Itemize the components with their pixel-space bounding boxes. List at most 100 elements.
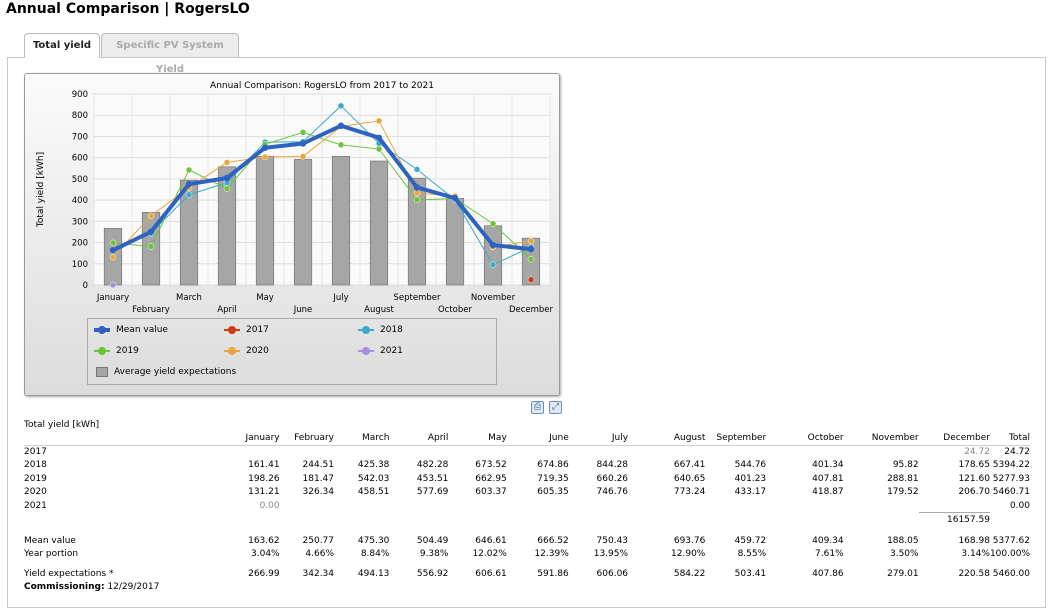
data-point <box>185 180 193 188</box>
row-label: Year portion <box>24 549 79 560</box>
table-cell: 458.51 <box>357 487 390 498</box>
x-tick-label: March <box>176 293 202 303</box>
table-cell: 494.13 <box>357 568 390 579</box>
row-label: 2017 <box>24 447 47 457</box>
series-line <box>112 105 532 266</box>
table-cell <box>280 499 334 513</box>
table-cell <box>766 499 843 513</box>
y-tick-label: 100 <box>72 260 88 270</box>
table-row: 2021 0.00 0.00 <box>24 499 1030 513</box>
data-point <box>337 141 345 149</box>
table-row: 2019 198.26 181.47 542.03 453.51 662.95 719.35… <box>24 472 1030 486</box>
data-point <box>147 212 155 219</box>
table-cell <box>628 445 705 459</box>
grand-total: 16157.59 <box>918 512 990 526</box>
table-cell <box>844 499 919 513</box>
data-point <box>375 145 383 153</box>
table-cell <box>628 499 705 513</box>
table-cell: 666.52 <box>537 535 569 546</box>
column-header: January <box>113 431 280 446</box>
tab-total-yield[interactable]: Total yield <box>24 33 100 58</box>
x-tick-label: February <box>132 305 170 315</box>
legend-mean-value[interactable]: Mean value <box>94 324 168 336</box>
commissioning-date: 12/29/2017 <box>107 582 160 592</box>
table-cell: 591.86 <box>537 568 569 579</box>
table-cell: 161.41 <box>248 460 280 471</box>
column-header: December <box>918 431 990 446</box>
column-header: August <box>628 431 706 446</box>
data-point <box>375 117 383 125</box>
table-cell: 5277.93 <box>992 473 1030 484</box>
table-cell: 5377.62 <box>992 535 1030 546</box>
table-cell: 181.47 <box>302 473 335 484</box>
y-tick-label: 600 <box>72 154 88 164</box>
table-cell: 206.70 <box>958 487 990 498</box>
row-label: Yield expectations * <box>24 568 114 579</box>
x-tick-label: August <box>364 305 394 315</box>
column-header: June <box>506 431 569 446</box>
data-point <box>185 166 193 174</box>
table-cell: 542.03 <box>357 473 390 484</box>
legend-2020[interactable]: 2020 <box>224 345 269 357</box>
table-cell: 100.00% <box>989 549 1030 560</box>
table-cell: 24.72 <box>964 447 990 457</box>
table-cell: 719.35 <box>537 473 569 484</box>
table-cell: 459.72 <box>734 535 767 546</box>
column-header: November <box>843 431 919 446</box>
x-tick-label: July <box>332 293 348 303</box>
legend-2019[interactable]: 2019 <box>94 345 139 357</box>
x-tick-label: June <box>293 305 313 315</box>
table-cell <box>114 445 280 459</box>
fullscreen-icon[interactable]: ⤢ <box>549 401 562 414</box>
data-point <box>489 241 497 249</box>
data-point <box>337 102 345 110</box>
data-point <box>527 245 535 253</box>
data-point <box>527 237 535 245</box>
x-tick-label: October <box>438 305 473 315</box>
column-header: July <box>568 431 629 446</box>
table-cell <box>844 445 919 459</box>
data-point <box>299 129 307 136</box>
column-header: September <box>705 431 767 446</box>
legend-average-yield-expectations[interactable]: Average yield expectations <box>96 366 236 378</box>
tab-specific-pv-system-yield[interactable]: Specific PV System Yield <box>101 33 239 75</box>
bar <box>331 156 351 286</box>
table-cell: 401.23 <box>734 473 767 484</box>
table-cell: 9.38% <box>419 549 449 560</box>
table-cell: 544.76 <box>734 460 767 471</box>
row-label: 2018 <box>24 460 47 471</box>
table-cell: 24.72 <box>1004 447 1030 457</box>
data-point <box>413 166 421 173</box>
row-label: 2021 <box>24 500 47 511</box>
chart-container: 0 100 200 300 400 500 600 700 800 900 January Febru… <box>24 73 560 396</box>
table-cell: 250.77 <box>302 535 335 546</box>
data-point <box>489 220 497 227</box>
table-cell: 131.21 <box>248 487 280 498</box>
table-cell <box>507 499 569 513</box>
data-point <box>109 247 117 254</box>
table-cell: 605.35 <box>537 487 569 498</box>
table-cell: 453.51 <box>416 473 449 484</box>
legend-2018[interactable]: 2018 <box>358 324 403 336</box>
print-icon[interactable]: ⎙ <box>531 401 544 414</box>
table-cell: 503.41 <box>734 568 767 579</box>
table-cell: 13.95% <box>593 549 629 560</box>
table-cell: 121.60 <box>958 473 990 484</box>
table-cell <box>919 499 990 513</box>
table-cell: 475.30 <box>357 535 390 546</box>
table-cell: 163.62 <box>248 535 280 546</box>
data-point <box>223 159 231 166</box>
table-cell: 279.01 <box>887 568 919 579</box>
table-cell: 0.00 <box>1009 500 1030 511</box>
data-point <box>299 153 307 160</box>
legend-2017[interactable]: 2017 <box>224 324 269 336</box>
annual-comparison-chart: 0 100 200 300 400 500 600 700 800 900 JanuaryFebru… <box>36 81 554 315</box>
table-cell: 198.26 <box>248 473 280 484</box>
table-cell: 188.05 <box>887 535 919 546</box>
table-cell: 7.61% <box>815 549 844 560</box>
table-caption: Total yield [kWh] <box>24 419 100 430</box>
legend-2021[interactable]: 2021 <box>358 345 403 357</box>
data-point <box>223 174 231 182</box>
y-tick-label: 900 <box>72 90 88 100</box>
table-header-row: January February March April May June July Augu… <box>24 431 1030 446</box>
